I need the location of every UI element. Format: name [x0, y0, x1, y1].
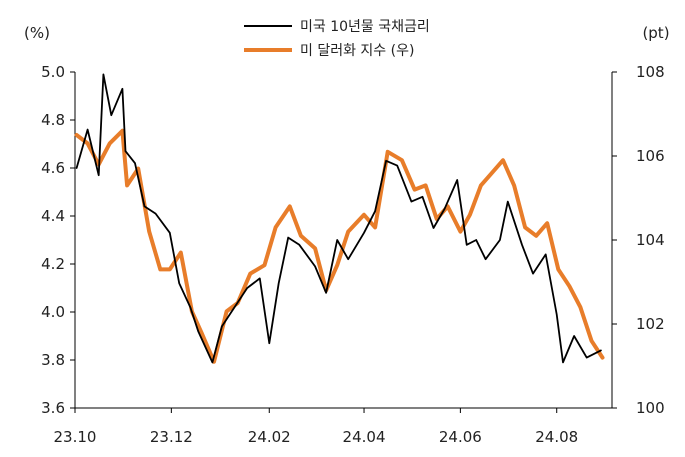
- left-y-tick-label: 4.8: [41, 111, 65, 129]
- right-y-tick-label: 100: [636, 399, 665, 417]
- series-line-dollar-index: [74, 128, 605, 364]
- x-tick-label: 24.08: [535, 428, 578, 446]
- right-y-tick-label: 106: [636, 147, 665, 165]
- x-tick-label: 24.04: [343, 428, 386, 446]
- right-y-ticks: 108 106 104 102 100: [612, 63, 665, 417]
- left-y-tick-label: 3.6: [41, 399, 65, 417]
- x-tick-label: 23.10: [54, 428, 97, 446]
- left-y-tick-label: 5.0: [41, 63, 65, 81]
- left-y-tick-label: 4.0: [41, 303, 65, 321]
- left-y-tick-label: 4.6: [41, 159, 65, 177]
- series-line-treasury-yield: [75, 73, 602, 364]
- x-ticks: 23.10 23.12 24.02 24.04 24.06 24.08: [54, 408, 578, 446]
- x-tick-label: 24.06: [439, 428, 482, 446]
- legend: 미국 10년물 국채금리 미 달러화 지수 (우): [244, 19, 430, 59]
- plot-area: [74, 73, 605, 364]
- right-axis-unit: (pt): [642, 24, 669, 42]
- right-y-tick-label: 102: [636, 315, 665, 333]
- x-tick-label: 23.12: [150, 428, 193, 446]
- legend-label-dollar-index: 미 달러화 지수 (우): [300, 43, 414, 59]
- left-y-tick-label: 4.4: [41, 207, 65, 225]
- left-y-tick-label: 4.2: [41, 255, 65, 273]
- left-y-tick-label: 3.8: [41, 351, 65, 369]
- x-tick-label: 24.02: [248, 428, 291, 446]
- left-y-ticks: 5.0 4.8 4.6 4.4 4.2 4.0 3.8 3.6: [41, 63, 75, 417]
- left-axis-unit: (%): [24, 24, 50, 42]
- right-y-tick-label: 104: [636, 231, 665, 249]
- right-y-tick-label: 108: [636, 63, 665, 81]
- legend-label-treasury-yield: 미국 10년물 국채금리: [300, 19, 430, 35]
